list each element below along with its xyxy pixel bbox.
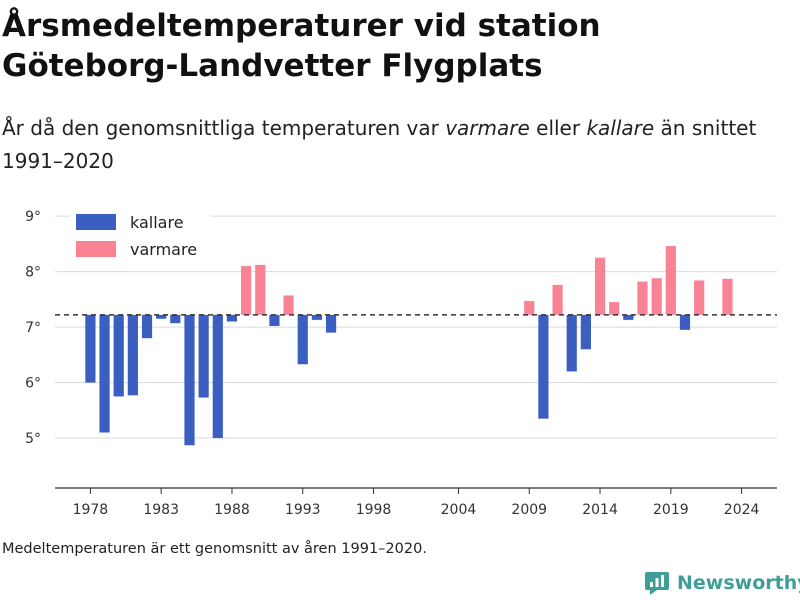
bar-kallare-1991 bbox=[269, 314, 280, 326]
x-tick-label: 1978 bbox=[73, 502, 109, 518]
y-tick-label: 8° bbox=[25, 265, 41, 281]
x-tick-label: 2009 bbox=[511, 502, 547, 518]
bar-varmare-2009 bbox=[524, 300, 535, 315]
bar-kallare-1982 bbox=[141, 314, 153, 339]
bar-kallare-1986 bbox=[198, 314, 209, 398]
bar-kallare-1981 bbox=[127, 314, 138, 396]
y-tick-label: 9° bbox=[25, 209, 41, 225]
x-tick-label: 2004 bbox=[441, 502, 477, 518]
newsworthy-brand: Newsworthy bbox=[644, 570, 800, 596]
subtitle-text-middle: eller bbox=[529, 116, 587, 140]
bar-varmare-2019 bbox=[665, 246, 676, 315]
y-tick-label: 6° bbox=[25, 376, 41, 392]
bar-varmare-2018 bbox=[651, 278, 662, 315]
bar-kallare-1984 bbox=[170, 314, 181, 324]
bar-varmare-2015 bbox=[609, 302, 620, 315]
chart-title-line-1: Årsmedeltemperaturer vid station bbox=[2, 8, 601, 44]
x-tick-label: 2019 bbox=[653, 502, 689, 518]
bar-kallare-2013 bbox=[580, 314, 591, 350]
subtitle-text-start: År då den genomsnittliga temperaturen va… bbox=[2, 116, 446, 140]
brand-name: Newsworthy bbox=[677, 572, 800, 594]
bar-varmare-2023 bbox=[722, 278, 733, 315]
bar-kallare-1993 bbox=[297, 314, 308, 365]
bar-kallare-2020 bbox=[679, 314, 691, 330]
bar-varmare-1989 bbox=[241, 266, 252, 315]
bar-varmare-2011 bbox=[552, 284, 563, 315]
chart-title: Årsmedeltemperaturer vid station Götebor… bbox=[2, 6, 792, 86]
subtitle-cold-word: kallare bbox=[586, 116, 655, 140]
y-tick-label: 7° bbox=[25, 320, 41, 336]
legend-label-varmare: varmare bbox=[130, 240, 197, 259]
bar-varmare-2014 bbox=[594, 257, 606, 315]
subtitle-text-end: än snittet 1991–2020 bbox=[2, 116, 757, 173]
x-tick-label: 1988 bbox=[214, 502, 250, 518]
bar-varmare-2021 bbox=[694, 280, 705, 315]
bar-varmare-2017 bbox=[637, 281, 648, 315]
bar-kallare-1995 bbox=[325, 314, 337, 333]
temperature-bar-chart: 5° 6° 7° 8° 9° 1978 1983 1988 1993 1998 2004 2009 20… bbox=[25, 208, 777, 518]
bar-kallare-1985 bbox=[184, 314, 195, 446]
legend-swatch-kallare bbox=[76, 214, 116, 230]
legend-swatch-varmare bbox=[76, 241, 116, 257]
newsworthy-logo-icon bbox=[645, 572, 669, 595]
x-tick-label: 2014 bbox=[582, 502, 618, 518]
bar-kallare-1987 bbox=[212, 314, 223, 439]
bar-kallare-1988 bbox=[226, 314, 238, 322]
footnote: Medeltemperaturen är ett genomsnitt av å… bbox=[2, 541, 427, 557]
bar-kallare-2016 bbox=[623, 314, 634, 320]
legend-label-kallare: kallare bbox=[130, 213, 184, 232]
chart-title-line-2: Göteborg-Landvetter Flygplats bbox=[2, 48, 543, 84]
x-tick-label: 1998 bbox=[356, 502, 392, 518]
bar-varmare-1990 bbox=[255, 264, 266, 315]
subtitle-warm-word: varmare bbox=[445, 116, 530, 140]
chart-subtitle: År då den genomsnittliga temperaturen va… bbox=[2, 112, 782, 178]
x-tick-label: 1983 bbox=[143, 502, 179, 518]
bar-kallare-1994 bbox=[311, 314, 322, 320]
bar-kallare-1980 bbox=[113, 314, 124, 397]
bar-varmare-1992 bbox=[283, 295, 294, 315]
bar-kallare-2012 bbox=[566, 314, 577, 372]
x-tick-label: 1993 bbox=[285, 502, 321, 518]
bar-kallare-2010 bbox=[538, 314, 549, 419]
bar-kallare-1978 bbox=[85, 314, 96, 383]
bar-kallare-1979 bbox=[99, 314, 110, 433]
x-tick-label: 2024 bbox=[724, 502, 760, 518]
y-tick-label: 5° bbox=[25, 431, 41, 447]
bar-kallare-1983 bbox=[156, 314, 167, 319]
